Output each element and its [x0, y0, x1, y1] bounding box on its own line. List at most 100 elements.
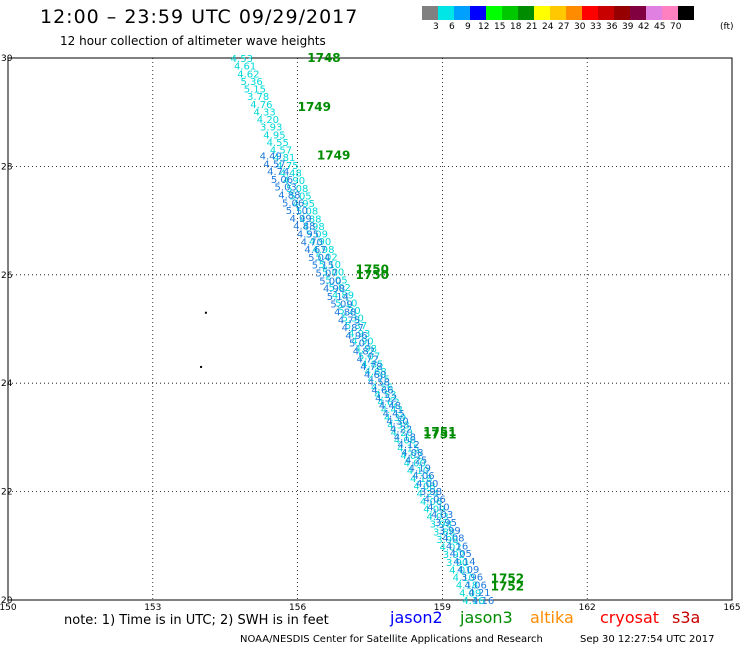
- time-annotation: 1751: [423, 425, 456, 439]
- swh-label-a: 4.90: [309, 237, 331, 248]
- swh-label-b: 4.14: [453, 557, 475, 568]
- swh-label-a: 5.09: [306, 230, 328, 241]
- swh-label-b: 4.03: [431, 510, 453, 521]
- swh-label-a: 5.02: [316, 252, 338, 263]
- swh-label-a: 3.88: [433, 527, 455, 538]
- legend-swatch: [662, 6, 678, 20]
- swh-label-b: 5.09: [330, 300, 352, 311]
- swh-label-b: 4.18: [394, 432, 416, 443]
- time-annotation: 1752: [491, 571, 524, 585]
- swh-label-b: 4.09: [457, 565, 479, 576]
- swh-label-b: 4.22: [390, 424, 412, 435]
- swh-label-a: 4.57: [270, 146, 292, 157]
- swh-label-a: 4.68: [364, 367, 386, 378]
- legend-swatch: [518, 6, 534, 20]
- swh-label-a: 5.07: [358, 352, 380, 363]
- swh-label-a: 4.56: [371, 382, 393, 393]
- legend-label: 9: [465, 22, 471, 32]
- swh-label-a: 3.78: [247, 92, 269, 103]
- legend-label: 12: [478, 22, 490, 32]
- swh-label-a: 4.20: [257, 115, 279, 126]
- swh-label-a: 4.98: [302, 222, 324, 233]
- legend-label: 27: [558, 22, 570, 32]
- y-tick-label: 22: [1, 488, 12, 498]
- swh-label-a: 5.20: [338, 306, 360, 317]
- swh-label-b: 3.95: [435, 518, 457, 529]
- swh-label-b: 4.05: [450, 549, 472, 560]
- legend-swatch: [614, 6, 630, 20]
- swh-label-b: 4.95: [297, 230, 319, 241]
- swh-label-a: 4.38: [387, 420, 409, 431]
- legend-label: 70: [670, 22, 682, 32]
- swh-label-b: 4.08: [442, 534, 464, 545]
- legend-label: 24: [542, 22, 554, 32]
- swh-label-a: 4.98: [312, 245, 334, 256]
- time-annotation: 1751: [423, 428, 456, 442]
- satellite-s3a: s3a: [672, 608, 701, 627]
- legend-swatch: [678, 6, 694, 20]
- swh-label-b: 4.57: [263, 159, 285, 170]
- swh-label-a: 4.90: [283, 176, 305, 187]
- time-annotation: 1749: [317, 149, 350, 163]
- swh-label-a: 4.08: [413, 481, 435, 492]
- swh-label-b: 4.66: [371, 385, 393, 396]
- legend-swatch: [630, 6, 646, 20]
- swh-label-b: 5.04: [308, 253, 330, 264]
- swh-label-b: 4.21: [468, 588, 490, 599]
- legend-label: 42: [638, 22, 650, 32]
- swh-label-a: 4.02: [440, 543, 462, 554]
- page-subtitle: 12 hour collection of altimeter wave hei…: [60, 34, 326, 48]
- legend-label: 15: [494, 22, 506, 32]
- swh-label-a: 5.05: [289, 191, 311, 202]
- swh-label-b: 5.00: [319, 276, 341, 287]
- x-tick-label: 162: [579, 603, 596, 613]
- swh-label-a: 4.95: [293, 199, 315, 210]
- swh-label-a: 4.75: [276, 161, 298, 172]
- swh-label-b: 3.98: [420, 487, 442, 498]
- swh-label-a: 3.90: [446, 558, 468, 569]
- swh-label-a: 4.39: [384, 413, 406, 424]
- swh-label-b: 4.08: [401, 448, 423, 459]
- swh-label-a: 4.06: [394, 436, 416, 447]
- legend-label: 39: [622, 22, 634, 32]
- swh-label-a: 4.62: [378, 398, 400, 409]
- swh-label-b: 4.06: [465, 580, 487, 591]
- swh-label-a: 5.02: [329, 283, 351, 294]
- swh-label-b: 4.10: [427, 502, 449, 513]
- swh-label-a: 5.10: [335, 298, 357, 309]
- swh-label-b: 5.14: [327, 292, 349, 303]
- satellite-cryosat: cryosat: [600, 608, 660, 627]
- swh-label-a: 5.08: [296, 207, 318, 218]
- time-annotation: 1749: [298, 100, 331, 114]
- swh-label-b: 4.67: [304, 245, 326, 256]
- swh-label-b: 4.12: [397, 440, 419, 451]
- swh-label-a: 5.08: [286, 184, 308, 195]
- satellite-jason3: jason3: [460, 608, 513, 627]
- swh-label-a: 4.20: [391, 428, 413, 439]
- swh-label-a: 4.95: [263, 130, 285, 141]
- swh-label-a: 4.48: [280, 169, 302, 180]
- swh-label-b: 4.19: [409, 463, 431, 474]
- swh-label-a: 4.55: [267, 138, 289, 149]
- swh-label-a: 5.10: [319, 260, 341, 271]
- swh-label-b: 3.96: [461, 573, 483, 584]
- y-tick-label: 26: [1, 271, 13, 281]
- swh-label-a: 4.00: [404, 459, 426, 470]
- satellite-jason2: jason2: [390, 608, 443, 627]
- swh-label-a: 4.85: [361, 359, 383, 370]
- swh-label-a: 3.98: [436, 535, 458, 546]
- swh-label-a: 4.76: [250, 100, 272, 111]
- swh-label-a: 4.09: [459, 588, 481, 599]
- swh-label-b: 4.06: [412, 471, 434, 482]
- swh-label-b: 4.58: [368, 378, 390, 389]
- swh-label-a: 3.93: [260, 123, 282, 134]
- swh-label-b: 5.03: [275, 183, 297, 194]
- swh-label-a: 4.18: [456, 581, 478, 592]
- swh-label-b: 4.98: [323, 284, 345, 295]
- swh-label-a: 5.00: [322, 268, 344, 279]
- swh-label-b: 3.99: [438, 526, 460, 537]
- y-tick-label: 24: [1, 379, 13, 389]
- swh-label-b: 4.74: [267, 167, 289, 178]
- swh-label-b: 4.30: [386, 417, 408, 428]
